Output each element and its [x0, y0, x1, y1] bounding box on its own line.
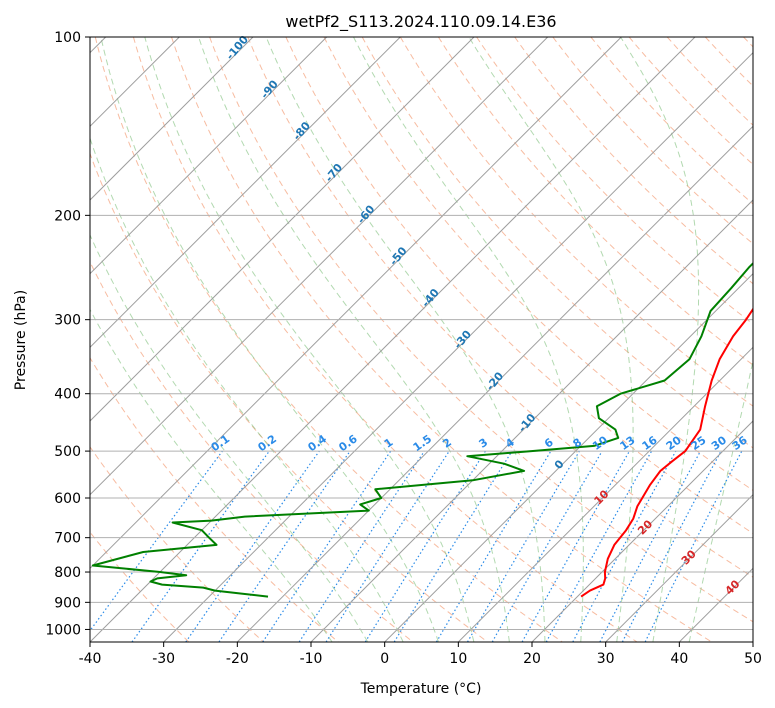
dry-adiabat-line	[285, 37, 753, 535]
isotherm-line	[90, 37, 328, 275]
dry-adiabat-line	[437, 37, 753, 366]
y-tick-label: 400	[54, 387, 81, 403]
isotherm-line	[605, 493, 753, 642]
mixing-ratio-line	[131, 450, 270, 642]
x-tick-label: 10	[449, 651, 467, 667]
isotherm-line	[90, 37, 475, 422]
moist-adiabat-line	[90, 233, 369, 642]
dry-adiabat-line	[90, 446, 264, 642]
isotherm-line	[90, 37, 622, 570]
background-lines	[90, 37, 753, 642]
isotherm-line	[531, 420, 753, 642]
dry-adiabat-line	[94, 37, 563, 642]
dry-adiabat-line	[399, 37, 753, 407]
mixing-ratio-line	[644, 450, 743, 642]
moist-adiabat-line	[353, 37, 584, 642]
x-tick-label: 30	[597, 651, 615, 667]
dry-adiabat-line	[323, 37, 753, 491]
dry-adiabat-line	[90, 152, 488, 642]
x-axis-label: Temperature (°C)	[360, 681, 482, 697]
moist-adiabat-line	[265, 37, 546, 642]
mixing-ratio-line	[521, 450, 631, 642]
x-tick-label: -20	[226, 651, 249, 667]
y-tick-label: 700	[54, 531, 81, 547]
plot-frame	[89, 36, 754, 643]
isotherm-line	[90, 37, 549, 496]
y-tick-label: 200	[54, 208, 81, 224]
dry-adiabat-line	[590, 37, 753, 205]
mixing-ratio-line	[393, 450, 513, 642]
dewpoint-profile-line	[91, 261, 753, 598]
x-tick-label: -10	[300, 651, 323, 667]
isotherm-line	[236, 125, 753, 642]
y-tick-label: 100	[54, 30, 81, 46]
chart-title: wetPf2_S113.2024.110.09.14.E36	[285, 12, 556, 32]
y-axis: 1000 900 800 700 600 500 400 300 200 100	[45, 30, 90, 638]
moist-adiabat-line	[620, 37, 700, 642]
y-axis-label: Pressure (hPa)	[13, 290, 29, 390]
isotherm-line	[163, 51, 753, 642]
y-tick-label: 900	[54, 595, 81, 611]
mixing-ratio-line	[90, 450, 223, 632]
x-tick-label: 40	[670, 651, 688, 667]
x-tick-label: 20	[523, 651, 541, 667]
mixing-ratio-line	[325, 450, 450, 642]
dry-adiabat-line	[90, 356, 339, 642]
moist-adiabat-line	[198, 37, 510, 642]
moist-adiabat-line	[144, 37, 475, 642]
isotherm-line	[90, 37, 254, 201]
y-tick-label: 1000	[45, 622, 81, 638]
dry-adiabat-line	[209, 37, 753, 623]
y-tick-label: 600	[54, 491, 81, 507]
dry-adiabat-line	[552, 37, 753, 245]
x-tick-label: -30	[152, 651, 175, 667]
isotherm-line	[384, 272, 753, 642]
y-tick-label: 500	[54, 444, 81, 460]
moist-adiabat-line	[100, 37, 439, 642]
x-tick-label: 0	[380, 651, 389, 667]
dry-adiabat-line	[171, 37, 712, 642]
dry-adiabat-line	[90, 260, 414, 642]
mixing-ratio-line	[218, 450, 351, 642]
isotherm-line	[90, 37, 401, 349]
grid-lines	[90, 37, 753, 642]
mixing-ratio-line	[298, 450, 425, 642]
isotherm-line	[90, 37, 696, 642]
dry-adiabat-line	[247, 37, 753, 578]
series-lines	[91, 261, 753, 598]
dry-adiabat-line	[132, 37, 638, 642]
mixing-ratio-line	[262, 450, 392, 642]
mixing-ratio-line	[572, 450, 677, 642]
mixing-ratio-line	[545, 450, 653, 642]
x-axis: -40 -30 -20 -10 0 10 20 30 40 50	[79, 642, 762, 667]
x-tick-label: -40	[79, 651, 102, 667]
y-tick-label: 300	[54, 313, 81, 329]
y-tick-label: 800	[54, 565, 81, 581]
temperature-profile-line	[580, 307, 753, 598]
x-tick-label: 50	[744, 651, 762, 667]
moist-adiabat-line	[688, 358, 753, 642]
mixing-ratio-line	[185, 450, 320, 642]
isotherm-line	[457, 346, 753, 642]
moist-adiabat-line	[90, 136, 404, 642]
moist-adiabat-line	[90, 308, 333, 642]
isotherm-line	[310, 199, 753, 642]
